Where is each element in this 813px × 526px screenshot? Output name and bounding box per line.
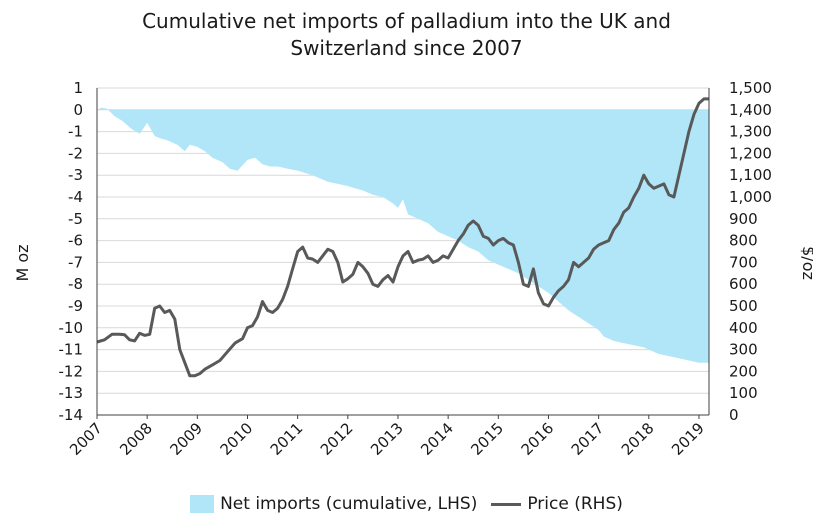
y-tick-label-left: -12: [59, 362, 84, 380]
y-tick-label-right: 1,300: [729, 123, 772, 141]
y-tick-label-right: 700: [729, 253, 758, 271]
x-tick-label: 2015: [467, 419, 507, 459]
y-tick-label-left: 1: [73, 79, 83, 97]
y-tick-label-right: 1,400: [729, 101, 772, 119]
legend-swatch-area: [190, 495, 215, 513]
y-tick-label-right: 0: [729, 406, 739, 424]
y-tick-label-left: -7: [68, 253, 83, 271]
line-series-layer: [96, 97, 709, 378]
x-tick-label: 2016: [518, 419, 558, 459]
y-tick-label-right: 200: [729, 362, 758, 380]
y-tick-label-left: -11: [59, 341, 84, 359]
chart-title-line-2: Switzerland since 2007: [290, 36, 523, 60]
y-tick-label-right: 800: [729, 232, 758, 250]
y-tick-label-left: -10: [59, 319, 84, 337]
y-tick-label-right: 1,000: [729, 188, 772, 206]
y-tick-label-right: 1,200: [729, 144, 772, 162]
y-tick-label-right: 300: [729, 341, 758, 359]
y-tick-label-right: 1,500: [729, 79, 772, 97]
y-tick-label-right: 900: [729, 210, 758, 228]
area-series-layer: [97, 107, 709, 363]
y-tick-label-left: -4: [68, 188, 83, 206]
y-axis-title-left: M oz: [13, 244, 32, 281]
legend: Net imports (cumulative, LHS) Price (RHS…: [0, 494, 813, 514]
x-tick-label: 2008: [116, 419, 156, 459]
y-tick-label-right: 100: [729, 384, 758, 402]
x-tick-label: 2014: [417, 419, 457, 459]
x-tick-label: 2017: [568, 419, 608, 459]
y-tick-label-left: -1: [68, 123, 83, 141]
y-tick-label-right: 500: [729, 297, 758, 315]
y-tick-label-right: 1,100: [729, 166, 772, 184]
y-tick-label-left: -3: [68, 166, 83, 184]
x-tick-label: 2007: [66, 419, 106, 459]
price-line: [96, 97, 709, 378]
x-tick-label: 2012: [317, 419, 357, 459]
y-tick-label-left: 0: [73, 101, 83, 119]
x-tick-label: 2009: [166, 419, 206, 459]
legend-item-net-imports: Net imports (cumulative, LHS): [190, 494, 477, 514]
y-tick-label-left: -14: [59, 406, 84, 424]
legend-label-price: Price (RHS): [527, 494, 623, 514]
legend-item-price: Price (RHS): [491, 494, 623, 514]
y-tick-label-right: 600: [729, 275, 758, 293]
chart-title: Cumulative net imports of palladium into…: [0, 8, 813, 62]
y-tick-label-left: -8: [68, 275, 83, 293]
legend-swatch-line: [491, 502, 522, 506]
y-axis-title-right: $/oz: [799, 246, 813, 280]
y-tick-label-left: -9: [68, 297, 83, 315]
y-tick-label-left: -2: [68, 144, 83, 162]
y-tick-label-right: 400: [729, 319, 758, 337]
y-tick-label-left: -6: [68, 232, 83, 250]
x-tick-label: 2011: [267, 419, 307, 459]
chart-title-line-1: Cumulative net imports of palladium into…: [142, 9, 671, 33]
net-imports-area: [97, 107, 709, 363]
x-tick-label: 2019: [668, 419, 708, 459]
x-tick-label: 2018: [618, 419, 658, 459]
y-tick-label-left: -5: [68, 210, 83, 228]
x-tick-label: 2010: [217, 419, 257, 459]
y-tick-label-left: -13: [59, 384, 84, 402]
legend-label-net-imports: Net imports (cumulative, LHS): [220, 494, 478, 514]
x-tick-label: 2013: [367, 419, 407, 459]
